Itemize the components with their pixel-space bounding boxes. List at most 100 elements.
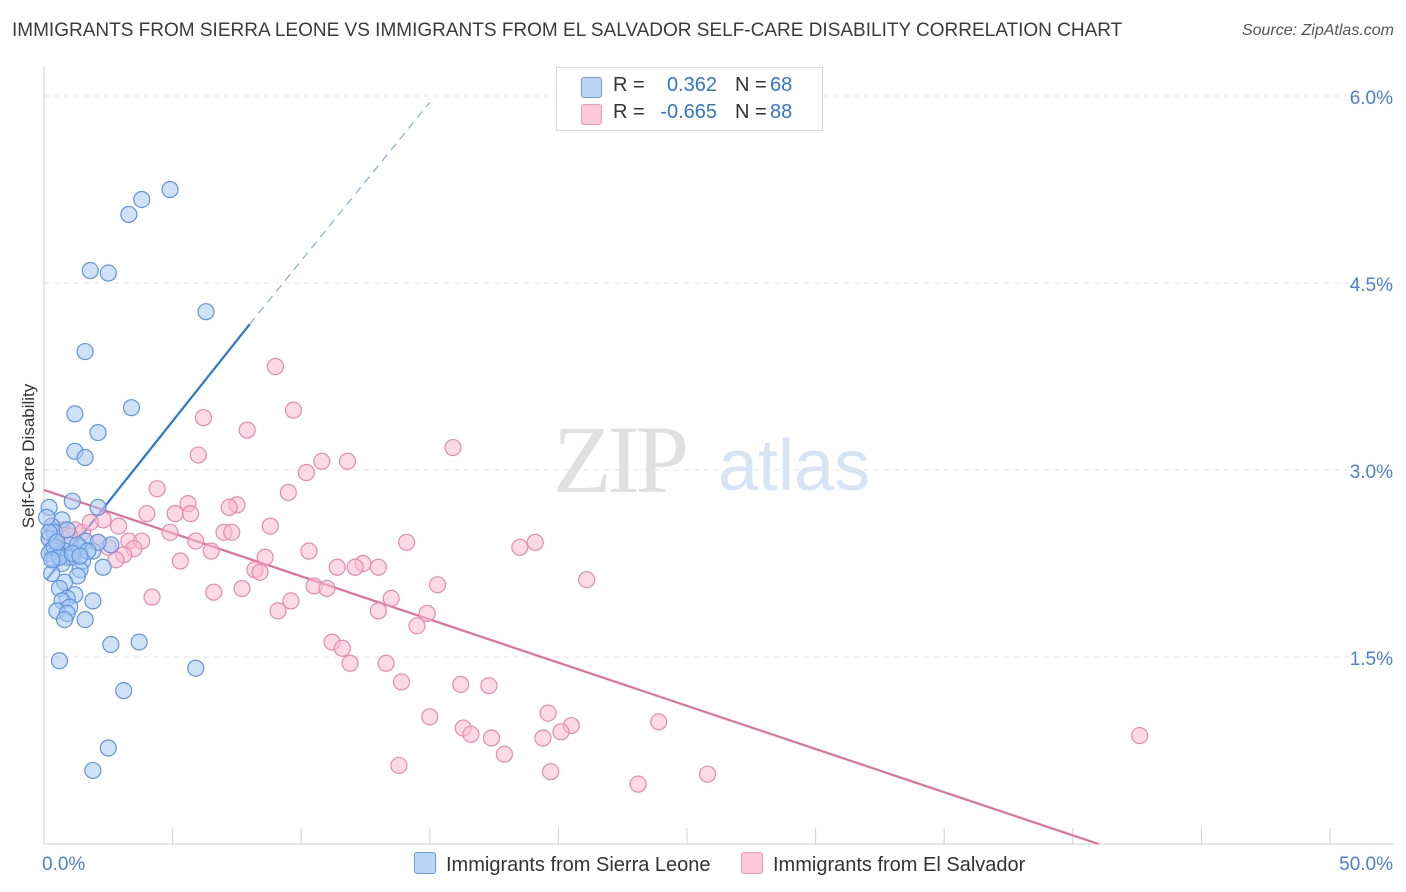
source-label: Source: ZipAtlas.com bbox=[1241, 22, 1394, 39]
legend-r-value: 0.362 bbox=[666, 74, 717, 96]
legend-n-value: 68 bbox=[770, 74, 793, 96]
point-el-salvador bbox=[534, 729, 552, 747]
series-swatch-el-salvador bbox=[741, 852, 763, 874]
chart-title: IMMIGRANTS FROM SIERRA LEONE VS IMMIGRAN… bbox=[12, 20, 1123, 41]
point-sierra-leone bbox=[48, 533, 66, 551]
point-el-salvador bbox=[341, 654, 359, 672]
legend-row-sierra-leone: R = 0.362 N = 68 bbox=[557, 74, 822, 100]
point-el-salvador bbox=[205, 583, 223, 601]
point-sierra-leone bbox=[37, 508, 56, 526]
point-el-salvador bbox=[418, 604, 436, 622]
point-el-salvador bbox=[297, 463, 315, 482]
point-sierra-leone bbox=[99, 739, 117, 757]
point-el-salvador bbox=[462, 725, 480, 743]
legend-row-el-salvador: R = -0.665 N = 88 bbox=[557, 101, 822, 127]
y-tick-label: 4.5% bbox=[1350, 275, 1393, 296]
legend-swatch-sierra-leone bbox=[581, 77, 602, 98]
point-el-salvador bbox=[202, 542, 220, 560]
series-label-el-salvador: Immigrants from El Salvador bbox=[773, 854, 1026, 876]
point-el-salvador bbox=[539, 704, 557, 722]
y-tick-label: 3.0% bbox=[1350, 462, 1393, 483]
correlation-legend: R = 0.362 N = 68 R = -0.665 N = 88 bbox=[556, 67, 823, 131]
point-el-salvador bbox=[526, 533, 544, 551]
point-el-salvador bbox=[261, 517, 279, 535]
point-sierra-leone bbox=[76, 448, 94, 467]
point-el-salvador bbox=[346, 558, 364, 576]
point-sierra-leone bbox=[115, 682, 133, 700]
point-el-salvador bbox=[382, 589, 400, 608]
point-sierra-leone bbox=[89, 498, 107, 516]
watermark-zip: ZIP bbox=[553, 406, 686, 513]
point-sierra-leone bbox=[76, 342, 94, 361]
series-legend-el-salvador[interactable]: Immigrants from El Salvador bbox=[741, 852, 1025, 877]
watermark-atlas: atlas bbox=[718, 426, 870, 506]
point-sierra-leone bbox=[102, 635, 120, 654]
point-sierra-leone bbox=[84, 592, 102, 610]
legend-n-label: N = bbox=[735, 74, 767, 96]
data-points bbox=[37, 180, 1149, 793]
point-sierra-leone bbox=[187, 659, 205, 677]
tick-labels: 1.5% 3.0% 4.5% 6.0% 0.0% 50.0% bbox=[42, 88, 1393, 875]
watermark: ZIP atlas bbox=[553, 406, 870, 513]
point-sierra-leone bbox=[43, 551, 61, 569]
point-el-salvador bbox=[138, 505, 156, 523]
point-sierra-leone bbox=[120, 205, 138, 224]
point-sierra-leone bbox=[50, 652, 69, 670]
point-el-salvador bbox=[148, 480, 166, 498]
point-el-salvador bbox=[377, 654, 395, 672]
point-el-salvador bbox=[107, 551, 125, 569]
point-el-salvador bbox=[194, 409, 213, 427]
point-el-salvador bbox=[220, 498, 238, 516]
point-el-salvador bbox=[392, 673, 411, 691]
point-el-salvador bbox=[552, 723, 570, 741]
point-el-salvador bbox=[269, 602, 287, 620]
point-el-salvador bbox=[650, 713, 668, 731]
point-el-salvador bbox=[495, 745, 513, 763]
point-el-salvador bbox=[251, 563, 269, 581]
point-el-salvador bbox=[480, 677, 498, 695]
trend-line-el-salvador bbox=[43, 488, 1099, 846]
series-legend-sierra-leone[interactable]: Immigrants from Sierra Leone bbox=[414, 852, 711, 877]
y-tick-label: 1.5% bbox=[1350, 649, 1393, 670]
point-el-salvador bbox=[452, 675, 470, 694]
legend-r-label: R = bbox=[613, 74, 645, 96]
point-el-salvador bbox=[182, 505, 200, 523]
point-sierra-leone bbox=[122, 399, 141, 417]
point-el-salvador bbox=[166, 505, 184, 523]
point-el-salvador bbox=[266, 357, 285, 376]
point-el-salvador bbox=[1131, 726, 1149, 745]
point-el-salvador bbox=[223, 523, 241, 541]
point-sierra-leone bbox=[81, 261, 99, 280]
point-el-salvador bbox=[698, 765, 717, 783]
y-axis-label: Self-Care Disability bbox=[19, 383, 38, 528]
legend-swatch-el-salvador bbox=[581, 104, 602, 125]
point-el-salvador bbox=[511, 538, 529, 556]
point-el-salvador bbox=[279, 483, 297, 502]
x-tick-label: 0.0% bbox=[42, 854, 85, 875]
trend-line-sierra-leone-extension bbox=[249, 101, 431, 325]
point-el-salvador bbox=[187, 532, 205, 550]
series-swatch-sierra-leone bbox=[414, 852, 436, 874]
point-sierra-leone bbox=[130, 633, 148, 651]
point-el-salvador bbox=[482, 729, 501, 747]
series-label-sierra-leone: Immigrants from Sierra Leone bbox=[446, 854, 711, 876]
legend-n-value: 88 bbox=[770, 101, 793, 123]
point-el-salvador bbox=[428, 576, 447, 594]
point-el-salvador bbox=[256, 548, 274, 566]
point-el-salvador bbox=[189, 446, 207, 464]
point-sierra-leone bbox=[89, 424, 107, 442]
point-el-salvador bbox=[398, 533, 416, 551]
point-el-salvador bbox=[629, 775, 647, 793]
point-el-salvador bbox=[109, 517, 128, 535]
point-el-salvador bbox=[333, 639, 351, 657]
point-sierra-leone bbox=[94, 558, 112, 576]
point-el-salvador bbox=[369, 602, 387, 620]
point-el-salvador bbox=[300, 542, 318, 560]
point-el-salvador bbox=[408, 617, 426, 635]
point-el-salvador bbox=[161, 523, 179, 541]
point-el-salvador bbox=[143, 588, 161, 606]
x-tick-label: 50.0% bbox=[1339, 854, 1393, 875]
point-el-salvador bbox=[282, 592, 300, 610]
point-sierra-leone bbox=[58, 521, 76, 539]
point-el-salvador bbox=[313, 452, 331, 470]
